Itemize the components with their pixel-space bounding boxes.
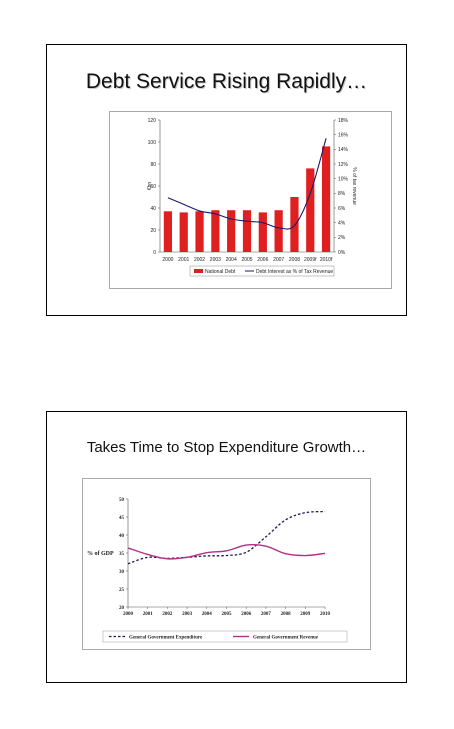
y2-tick-label: 4% (338, 220, 346, 226)
bar-national-debt (290, 197, 299, 252)
bar-national-debt (179, 212, 188, 252)
y2-tick-label: 8% (338, 191, 346, 197)
y-tick-label: 35 (119, 552, 125, 557)
legend-label-revenue: General Government Revenue (253, 636, 319, 641)
bar-national-debt (274, 210, 283, 252)
y2-axis-label: % of tax revenue (351, 167, 357, 205)
x-tick-label: 2005 (241, 257, 252, 263)
bar-national-debt (163, 211, 173, 252)
y2-tick-label: 0% (338, 250, 346, 256)
x-tick-label: 2007 (261, 612, 272, 617)
x-tick-label: 2004 (226, 257, 237, 263)
debt-chart: 0 20 40 60 80 100 120 0% 2% 4% 6% 8% 10% 12% 14% 16% 18%… (109, 111, 392, 289)
y-tick-label: 60 (150, 184, 156, 190)
x-tick-label: 2010 (320, 612, 331, 617)
bar-national-debt (211, 210, 220, 252)
y-tick-label: 0 (153, 250, 156, 256)
y-tick-label: 45 (119, 516, 125, 521)
slide-title: Debt Service Rising Rapidly… (85, 70, 368, 93)
y2-tick-label: 14% (338, 147, 349, 153)
slide-expenditure-growth: Takes Time to Stop Expenditure Growth… 2… (46, 411, 407, 683)
y2-tick-label: 12% (338, 162, 349, 168)
y-tick-label: 40 (119, 534, 125, 539)
x-tick-label: 2000 (123, 612, 134, 617)
legend-box (189, 265, 335, 277)
legend-label-debt-interest: Debt Interest as % of Tax Revenue (256, 269, 333, 275)
y-tick-label: 20 (119, 606, 125, 611)
bar-national-debt (306, 168, 315, 252)
legend-box (102, 630, 348, 643)
x-tick-label: 2006 (257, 257, 268, 263)
x-tick-label: 2004 (202, 612, 213, 617)
y-tick-label: 100 (148, 140, 157, 146)
x-tick-label: 2009 (300, 612, 311, 617)
legend-swatch-national-debt (194, 269, 203, 273)
y2-tick-label: 2% (338, 235, 346, 241)
legend-label-expenditure: General Government Expenditure (129, 636, 203, 641)
y-tick-label: 120 (148, 118, 157, 124)
x-tick-label: 2001 (143, 612, 154, 617)
bar-national-debt (258, 212, 267, 252)
x-tick-label: 2006 (241, 612, 252, 617)
bar-national-debt (242, 210, 252, 252)
x-tick-label: 2010f (320, 257, 333, 263)
slide-title: Takes Time to Stop Expenditure Growth… (86, 439, 367, 456)
x-tick-label: 2003 (210, 257, 221, 263)
y-tick-label: 30 (119, 570, 125, 575)
y-axis-label: €bn (147, 182, 153, 191)
y2-tick-label: 18% (338, 118, 349, 124)
y-tick-label: 80 (150, 162, 156, 168)
y-tick-label: 25 (119, 588, 125, 593)
legend-label-national-debt: National Debt (205, 269, 236, 275)
x-tick-label: 2002 (194, 257, 205, 263)
expenditure-chart-svg: 20 25 30 35 40 45 50 2000 2001 2002 2003 2004 2005 20… (87, 498, 348, 643)
x-tick-label: 2003 (182, 612, 193, 617)
line-revenue (127, 543, 326, 560)
x-tick-label: 2005 (222, 612, 233, 617)
x-tick-label: 2008 (281, 612, 292, 617)
line-expenditure (127, 510, 326, 565)
x-tick-label: 2000 (162, 257, 173, 263)
y2-tick-label: 16% (338, 132, 349, 138)
bar-national-debt (227, 210, 236, 252)
y-tick-label: 40 (150, 206, 156, 212)
expenditure-chart: 20 25 30 35 40 45 50 2000 2001 2002 2003 2004 2005 20… (82, 478, 371, 650)
x-tick-label: 2008 (289, 257, 300, 263)
y-axis-label: % of GDP (87, 551, 114, 557)
y-tick-label: 20 (150, 228, 156, 234)
x-tick-label: 2007 (273, 257, 284, 263)
x-tick-label: 2002 (162, 612, 173, 617)
x-tick-label: 2009f (304, 257, 317, 263)
x-tick-label: 2001 (178, 257, 189, 263)
line-debt-interest (167, 138, 327, 230)
y2-tick-label: 6% (338, 206, 346, 212)
y2-tick-label: 10% (338, 176, 349, 182)
debt-chart-svg: 0 20 40 60 80 100 120 0% 2% 4% 6% 8% 10% 12% 14% 16% 18%… (147, 118, 357, 277)
bar-national-debt (195, 211, 204, 252)
y-tick-label: 50 (119, 498, 125, 503)
bar-national-debt (321, 146, 331, 252)
slide-debt-service: Debt Service Rising Rapidly… 0 20 40 60 80 10… (46, 44, 407, 316)
